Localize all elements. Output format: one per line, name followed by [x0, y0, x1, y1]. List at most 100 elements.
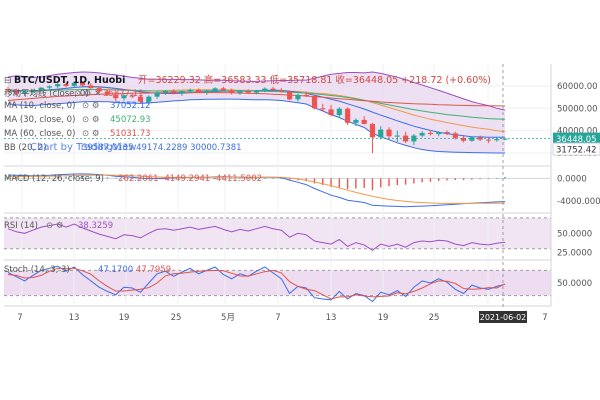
candle-body: [5, 89, 11, 91]
rsi-label[interactable]: RSI (14): [4, 221, 38, 231]
candle-body: [237, 91, 243, 93]
candle-body: [469, 137, 475, 141]
macd-histogram-bar: [123, 178, 125, 179]
legend-ma[interactable]: 移动平均线 (close, 0) ⊙ ⚙ ✕ 35877.11: [4, 88, 144, 99]
settings-icon[interactable]: ⊙ ⚙: [82, 101, 99, 111]
candle-body: [494, 139, 500, 141]
settings-icon[interactable]: ⊙ ⚙: [82, 129, 99, 139]
macd-tick-label: 0.0000: [557, 174, 587, 184]
x-tick-label: 19: [119, 313, 130, 323]
macd-histogram-bar: [305, 178, 307, 182]
macd-histogram-bar: [396, 178, 399, 186]
x-tick-label: 7: [275, 313, 280, 323]
bb-upper-line: [7, 71, 506, 111]
candle-body: [38, 87, 44, 90]
macd-histogram-bar: [239, 178, 241, 179]
x-tick-label: 13: [326, 313, 337, 323]
candle-body: [121, 95, 127, 99]
candle-body: [378, 129, 384, 138]
legend-ma-value: 35877.11: [103, 89, 144, 99]
macd-label[interactable]: MACD (12, 26, close, 9): [4, 174, 104, 184]
macd-histogram-bar: [454, 178, 456, 181]
stoch-k-line: [7, 265, 506, 303]
candle-body: [270, 88, 276, 90]
candle-body: [13, 90, 19, 94]
macd-histogram-bar: [280, 178, 283, 179]
price-tick-label: 40000.00: [557, 127, 598, 137]
settings-icon[interactable]: ⊙ ⚙: [46, 221, 63, 231]
candle-body: [21, 92, 28, 94]
last-price-label: 36448.05: [556, 135, 597, 145]
candle-body: [386, 129, 392, 137]
candle-body: [204, 90, 210, 93]
low-tag: [552, 142, 600, 156]
macd-histogram-bar: [15, 177, 17, 179]
rsi-line: [7, 223, 506, 251]
x-tick-label: 5月: [221, 313, 235, 323]
last-price-tag: [553, 132, 600, 145]
macd-histogram-bar: [380, 178, 382, 188]
macd-histogram-bar: [363, 178, 365, 188]
eye-icon[interactable]: ⊙ ⚙ ✕: [74, 89, 101, 99]
legend-ma60[interactable]: MA (60, close, 0) ⊙ ⚙ 51031.73: [4, 129, 151, 139]
candle-body: [245, 91, 251, 93]
price-tick-label: 60000.00: [557, 82, 598, 92]
macd-histogram-bar: [496, 178, 498, 179]
macd-histogram-bar: [98, 176, 100, 179]
candle-body: [129, 95, 135, 97]
candle-body: [328, 109, 334, 115]
x-tick-label: 19: [378, 313, 389, 323]
price-tick-label: 50000.00: [557, 104, 598, 114]
macd-histogram-bar: [40, 177, 42, 179]
x-tick-label: 25: [171, 313, 182, 323]
candle-body: [502, 138, 508, 140]
stoch-label[interactable]: Stoch (14, 3, 3): [4, 265, 70, 275]
candles: [4, 81, 551, 154]
candle-body: [104, 91, 110, 95]
macd-histogram-bar: [131, 178, 133, 179]
candle-body: [345, 108, 351, 123]
macd-histogram-bar: [81, 176, 84, 179]
candle-body: [287, 91, 293, 100]
macd-histogram-bar: [255, 178, 258, 179]
symbol-icon[interactable]: ⊟: [4, 76, 12, 86]
candle-body: [436, 132, 442, 135]
stoch-k-value: 47.1700: [98, 265, 133, 275]
legend-bb[interactable]: BB (20, 2) 39587.0135 49174.2289 30000.7…: [4, 143, 242, 153]
macd-histogram-bar: [404, 178, 407, 185]
axes: 60000.0050000.0040000.0030000.0036448.05…: [17, 64, 600, 323]
stoch-tick-label: 50.0000: [557, 279, 592, 289]
macd-histogram-bar: [487, 178, 490, 179]
legend-ma10-value: 37052.12: [110, 101, 151, 111]
candle-body: [444, 132, 450, 134]
stoch-d-value: 47.7959: [136, 265, 171, 275]
macd-histogram-bar: [214, 178, 216, 179]
candle-body: [229, 90, 235, 93]
candle-body: [262, 88, 268, 91]
legend-ma10[interactable]: MA (10, close, 0) ⊙ ⚙ 37052.12: [4, 101, 151, 111]
candle-body: [146, 96, 152, 102]
candle-body: [55, 84, 61, 87]
macd-histogram-bar: [330, 178, 332, 187]
macd-histogram-bar: [446, 178, 448, 181]
macd-histogram-bar: [429, 178, 432, 182]
legend-ma60-value: 51031.73: [110, 129, 151, 139]
settings-icon[interactable]: ⊙ ⚙: [82, 115, 99, 125]
candle-body: [461, 137, 467, 141]
macd-histogram-bar: [90, 176, 92, 179]
candle-body: [179, 91, 185, 94]
macd-histogram-bar: [313, 178, 316, 184]
stoch-d-line: [7, 267, 506, 300]
macd-histogram-bar: [48, 177, 51, 179]
macd-histogram-bar: [504, 176, 506, 179]
legend-ma30[interactable]: MA (30, close, 0) ⊙ ⚙ 45072.93: [4, 115, 151, 125]
macd-histogram-bar: [322, 178, 324, 186]
candle-body: [195, 89, 202, 93]
macd-histogram-bar: [413, 178, 415, 184]
macd-histogram-bar: [471, 178, 473, 180]
candle-body: [212, 88, 218, 91]
symbol-title[interactable]: BTC/USDT, 1D, Huobi: [14, 75, 125, 86]
candle-body: [113, 94, 119, 99]
macd-tick-label: -4000.0000: [557, 197, 600, 207]
macd-histogram-bar: [462, 178, 465, 180]
